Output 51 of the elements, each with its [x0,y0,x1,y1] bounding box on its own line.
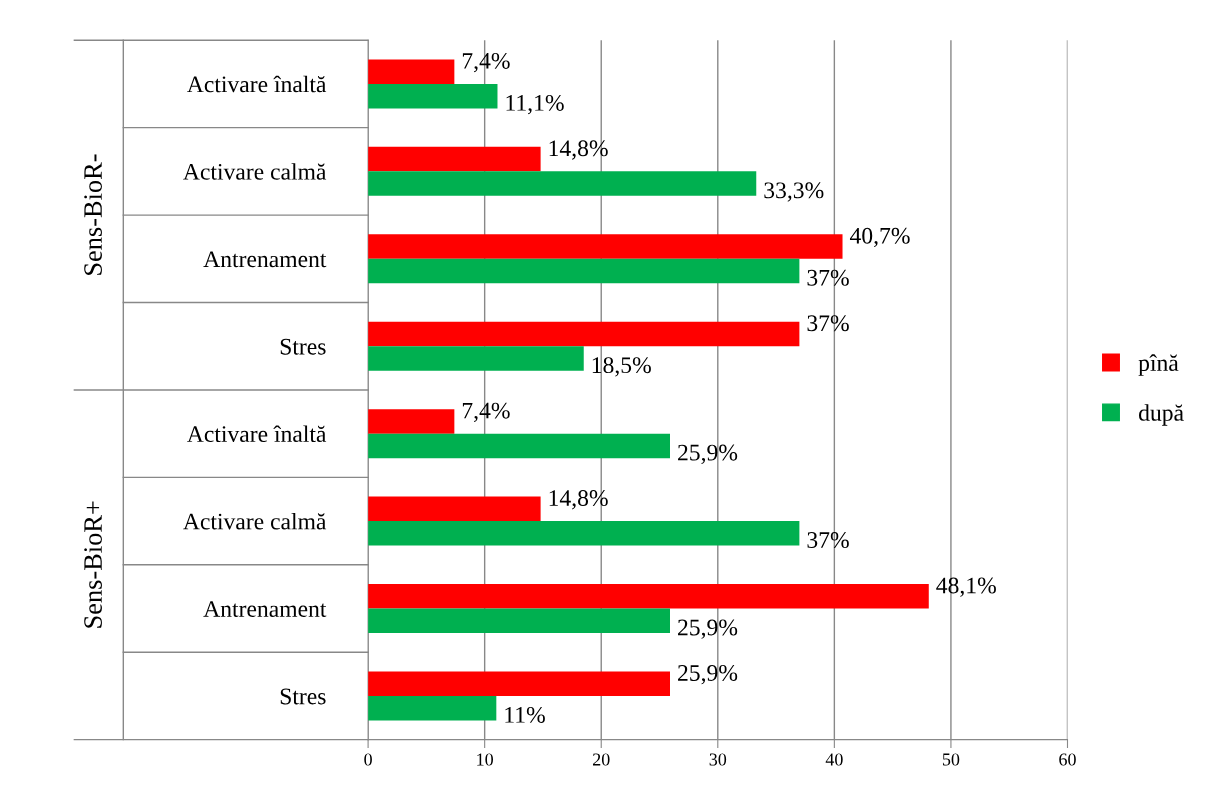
bar [368,234,843,259]
data-label: 40,7% [849,227,910,248]
y-tick-label: Activare înaltă [187,75,327,93]
data-label: 25,9% [678,444,738,464]
bar [368,521,800,546]
bar [368,146,541,172]
data-label: 14,8% [549,490,608,510]
y-tick-label: Antrenament [203,601,327,617]
data-label: 7,4% [462,52,510,73]
legend-label: pînă [1138,354,1179,376]
bar [368,83,498,109]
data-label: 37% [807,269,849,286]
text: Sens-BioR+ [84,501,102,628]
x-tick-label: 50 [942,753,960,766]
bar [368,695,497,721]
x-tick-label: 0 [364,753,372,766]
bar [368,584,929,609]
y-tick-label: Activare calmă [183,512,327,530]
bar [368,59,455,84]
x-tick-label: 20 [592,753,610,766]
bar [368,409,455,434]
bar [368,258,800,284]
data-label: 14,8% [549,140,608,160]
data-label: 37% [807,532,849,549]
y-tick-label: Activare calmă [183,163,327,180]
data-label: 33,3% [764,182,824,202]
x-tick-label: 30 [709,753,727,766]
data-label: 11% [505,706,545,723]
bar [368,608,670,634]
y-tick-label: Antrenament [203,251,327,268]
legend-label: după [1139,404,1184,426]
y-tick-label: Stres [280,688,326,705]
data-label: 25,9% [678,664,738,685]
text: Sens-BioR- [84,154,102,275]
y-tick-label: Stres [280,338,326,355]
data-label: 25,9% [678,619,738,639]
data-label: 18,5% [592,357,651,377]
data-label: 48,1% [936,577,996,597]
bar [368,171,757,196]
data-label: 11,1% [506,94,564,115]
data-label: 37% [807,315,849,332]
x-tick-label: 60 [1059,753,1076,766]
bar [368,346,584,371]
y-tick-label: Activare înaltă [187,425,327,443]
data-label: 7,4% [462,402,510,422]
x-tick-label: 10 [477,753,493,766]
bar [368,671,670,696]
bar [368,321,800,347]
bar [368,496,541,522]
x-tick-label: 40 [825,753,843,766]
bar [368,433,670,459]
